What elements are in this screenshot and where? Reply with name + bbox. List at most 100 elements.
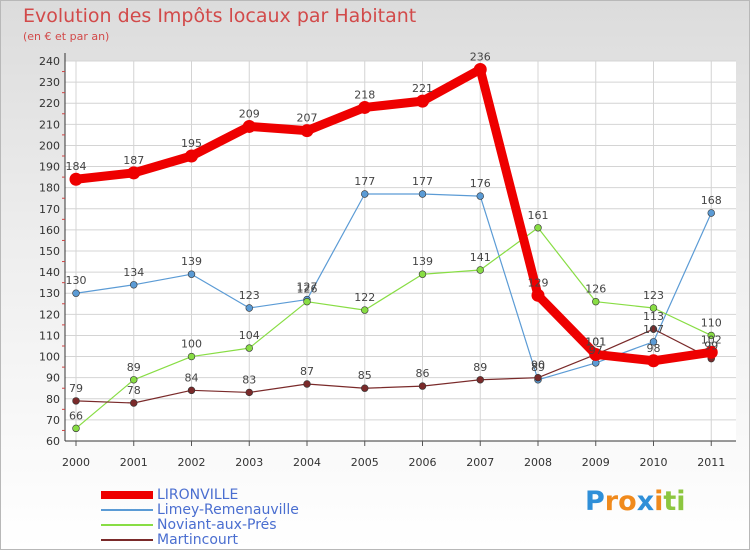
series-line-lironville	[71, 64, 716, 366]
x-tick-label-2000: 2000	[62, 456, 90, 469]
point-limey-remenauville-2001	[130, 281, 138, 289]
data-label-martincourt-2009: 101	[585, 335, 606, 348]
data-label-lironville-2004: 207	[297, 112, 318, 125]
x-tick-label-2007: 2007	[466, 456, 494, 469]
data-label-martincourt-2011: 99	[704, 340, 718, 353]
logo-letter-1: r	[604, 486, 619, 517]
logo-letter-5: t	[663, 486, 677, 517]
y-tick-label-130: 130	[39, 287, 60, 300]
point-lironville-2008	[531, 288, 545, 302]
data-label-martincourt-2000: 79	[69, 382, 83, 395]
point-martincourt-2003	[245, 388, 253, 397]
point-noviant-aux-pr-s-2003	[245, 344, 253, 352]
y-tick-label-190: 190	[39, 161, 60, 174]
point-noviant-aux-pr-s-2004	[303, 297, 311, 306]
point-martincourt-2010	[649, 325, 658, 333]
axes	[62, 53, 736, 442]
legend-swatch-lironville	[101, 491, 153, 499]
point-noviant-aux-pr-s-2009	[592, 297, 600, 306]
y-tick-label-90: 90	[46, 372, 60, 385]
data-label-noviant-aux-pr-s-2001: 89	[127, 361, 141, 374]
data-label-noviant-aux-pr-s-2002: 100	[181, 338, 202, 351]
y-tick-label-60: 60	[46, 435, 60, 448]
chart-subtitle: (en € et par an)	[23, 30, 110, 43]
data-label-martincourt-2006: 86	[416, 367, 430, 380]
point-lironville-2002	[185, 149, 198, 163]
point-limey-remenauville-2007	[476, 192, 484, 200]
y-tick-label-200: 200	[39, 139, 60, 152]
legend-label-lironville: LIRONVILLE	[157, 487, 239, 503]
legend-label-limey-remenauville: Limey-Remenauville	[157, 502, 299, 518]
data-label-martincourt-2002: 84	[185, 371, 199, 384]
data-label-martincourt-2008: 90	[531, 359, 545, 372]
data-label-noviant-aux-pr-s-2007: 141	[470, 251, 491, 264]
logo-letter-4: i	[654, 486, 664, 517]
point-noviant-aux-pr-s-2011	[707, 331, 715, 340]
point-martincourt-2002	[187, 386, 196, 395]
y-tick-label-120: 120	[39, 308, 60, 321]
point-noviant-aux-pr-s-2000	[72, 424, 80, 433]
data-label-limey-remenauville-2004: 127	[297, 281, 318, 294]
data-label-martincourt-2003: 83	[242, 373, 256, 386]
point-lironville-2004	[300, 124, 314, 138]
x-tick-label-2009: 2009	[582, 456, 610, 469]
point-limey-remenauville-2002	[187, 270, 196, 278]
point-limey-remenauville-2006	[418, 190, 427, 198]
point-martincourt-2004	[303, 380, 311, 388]
data-label-noviant-aux-pr-s-2005: 122	[354, 291, 375, 304]
point-noviant-aux-pr-s-2006	[418, 270, 427, 278]
data-label-limey-remenauville-2007: 176	[470, 177, 491, 190]
data-label-noviant-aux-pr-s-2008: 161	[528, 209, 549, 222]
legend-label-noviant-aux-pres: Noviant-aux-Prés	[157, 517, 277, 533]
series-line-martincourt	[75, 328, 712, 404]
data-label-martincourt-2001: 78	[127, 384, 141, 397]
point-martincourt-2001	[130, 399, 138, 407]
y-tick-label-140: 140	[39, 266, 60, 279]
point-lironville-2001	[127, 166, 141, 180]
point-lironville-2009	[589, 347, 603, 361]
data-label-limey-remenauville-2010: 107	[643, 323, 664, 336]
x-tick-label-2008: 2008	[524, 456, 552, 469]
x-tick-label-2010: 2010	[640, 456, 668, 469]
y-tick-label-230: 230	[39, 76, 60, 89]
point-noviant-aux-pr-s-2007	[476, 266, 484, 274]
point-noviant-aux-pr-s-2010	[649, 304, 658, 312]
point-lironville-2000	[69, 172, 83, 186]
point-martincourt-2005	[361, 384, 369, 392]
data-label-noviant-aux-pr-s-2006: 139	[412, 255, 433, 268]
point-noviant-aux-pr-s-2002	[187, 352, 196, 361]
data-label-noviant-aux-pr-s-2004: 126	[297, 283, 318, 296]
logo-letter-2: o	[618, 486, 637, 517]
y-tick-label-240: 240	[39, 55, 60, 68]
y-axis-ticks: 60 70 80 90 100 110 120 130 140 150 160 170 180 190 20…	[39, 55, 60, 448]
data-label-lironville-2006: 221	[412, 82, 433, 95]
chart-title: Evolution des Impôts locaux par Habitant	[23, 5, 417, 27]
point-noviant-aux-pr-s-2008	[534, 224, 542, 232]
point-martincourt-2000	[72, 397, 80, 405]
x-tick-label-2003: 2003	[235, 456, 263, 469]
legend-swatch-noviant-aux-pres	[101, 524, 153, 526]
data-label-limey-remenauville-2005: 177	[354, 175, 375, 188]
data-label-noviant-aux-pr-s-2000: 66	[69, 409, 83, 422]
logo-letter-0: P	[585, 486, 605, 517]
y-tick-label-160: 160	[39, 224, 60, 237]
data-label-martincourt-2004: 87	[300, 365, 314, 378]
series-lines	[69, 62, 718, 433]
data-label-lironville-2001: 187	[123, 154, 144, 167]
x-tick-label-2005: 2005	[351, 456, 379, 469]
proxiti-logo: Proxiti	[585, 486, 686, 517]
x-axis-ticks: 2000 2001 2002 2003 2004 2005 2006 2007 2008 2009…	[62, 441, 725, 469]
point-lironville-2011	[704, 345, 718, 359]
data-label-lironville-2002: 195	[181, 137, 202, 150]
data-label-lironville-2010: 98	[647, 342, 661, 355]
data-label-lironville-2009: 101	[585, 335, 606, 348]
y-tick-label-100: 100	[39, 351, 60, 364]
data-label-noviant-aux-pr-s-2010: 123	[643, 289, 664, 302]
point-noviant-aux-pr-s-2001	[130, 376, 138, 384]
data-label-limey-remenauville-2003: 123	[239, 289, 260, 302]
data-label-limey-remenauville-2006: 177	[412, 175, 433, 188]
series-line-noviant-aux-pr-s	[75, 227, 712, 429]
logo-letter-3: x	[636, 486, 655, 517]
